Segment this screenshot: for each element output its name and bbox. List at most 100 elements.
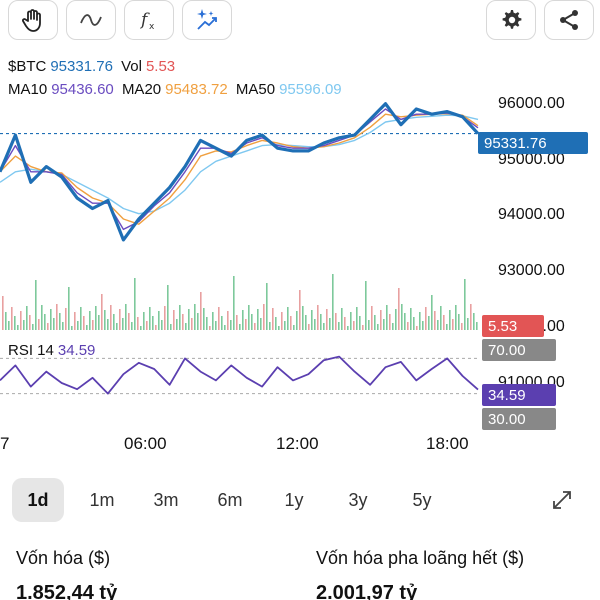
- volume-bar: [5, 312, 7, 330]
- volume-bar: [359, 316, 361, 330]
- price-axis-tick: 96000.00: [498, 95, 565, 112]
- volume-bar: [311, 310, 313, 330]
- volume-bar: [170, 324, 172, 330]
- time-axis-tick: 18:00: [426, 434, 469, 453]
- volume-bar: [362, 325, 364, 330]
- volume-bar: [41, 305, 43, 330]
- volume-bar: [380, 310, 382, 330]
- volume-bar: [257, 309, 259, 330]
- timeframe-1y[interactable]: 1y: [284, 489, 304, 510]
- timeframe-3y[interactable]: 3y: [348, 489, 368, 510]
- timeframe-6m[interactable]: 6m: [217, 489, 243, 510]
- ma50-line: [0, 114, 479, 215]
- volume-bar: [146, 321, 148, 330]
- volume-bar: [113, 314, 115, 330]
- volume-bar: [137, 317, 139, 330]
- volume-bar: [14, 316, 16, 330]
- volume-bar: [287, 307, 289, 330]
- volume-bar: [275, 317, 277, 330]
- rsi-value-tag: 34.59: [482, 384, 556, 406]
- volume-bar: [182, 314, 184, 330]
- expand-chart-button[interactable]: [536, 478, 588, 522]
- price-axis-tick: 94000.00: [498, 206, 565, 223]
- volume-bar: [347, 326, 349, 330]
- volume-bar: [473, 313, 475, 330]
- volume-bar: [116, 323, 118, 330]
- legend-ma20-label: MA20: [121, 81, 162, 98]
- share-button[interactable]: [544, 0, 594, 40]
- timeframe-3m[interactable]: 3m: [153, 489, 179, 510]
- volume-bar: [50, 309, 52, 330]
- volume-bar: [314, 319, 316, 330]
- svg-text:f: f: [139, 10, 150, 30]
- time-axis-tick: 7: [0, 434, 10, 453]
- volume-bar: [47, 323, 49, 330]
- volume-bar: [251, 314, 253, 330]
- volume-bar: [62, 322, 64, 330]
- legend-ma50-label: MA50: [235, 81, 276, 98]
- volume-bar: [95, 306, 97, 330]
- volume-bar: [128, 313, 130, 330]
- volume-bar: [377, 324, 379, 330]
- price-line: [0, 102, 480, 242]
- ma20-line: [0, 112, 479, 225]
- timeframe-1m[interactable]: 1m: [89, 489, 115, 510]
- chart-canvas[interactable]: [0, 48, 600, 460]
- rsi-30-tag: 30.00: [482, 408, 556, 430]
- volume-bar: [431, 295, 433, 330]
- volume-bar: [122, 318, 124, 330]
- volume-bar: [458, 314, 460, 330]
- line-tool-button[interactable]: [66, 0, 116, 40]
- legend-ma-row: MA10 95436.60 MA20 95483.72 MA50 95596.09: [8, 81, 346, 98]
- sparkle-chart-icon: [197, 9, 217, 30]
- volume-bar: [233, 276, 235, 330]
- hand-icon: [22, 9, 41, 32]
- volume-bar: [32, 324, 34, 330]
- volume-bar: [353, 321, 355, 330]
- volume-bar: [329, 318, 331, 330]
- legend-ma10-value: 95436.60: [51, 81, 114, 98]
- legend-price: 95331.76: [50, 58, 113, 75]
- volume-bar: [68, 287, 70, 330]
- volume-bar: [374, 315, 376, 330]
- time-axis-tick: 12:00: [276, 434, 319, 453]
- volume-bar: [461, 323, 463, 330]
- volume-bar: [416, 326, 418, 330]
- volume-bar: [206, 317, 208, 330]
- price-chart[interactable]: $BTC 95331.76 Vol 5.53 MA10 95436.60 MA20 95…: [0, 48, 600, 460]
- volume-bar: [404, 313, 406, 330]
- volume-bar: [338, 322, 340, 330]
- volume-bar: [185, 323, 187, 330]
- volume-bar: [335, 313, 337, 330]
- volume-bar: [323, 323, 325, 330]
- volume-bar: [179, 305, 181, 330]
- hand-tool-button[interactable]: [8, 0, 58, 40]
- volume-bar: [65, 308, 67, 330]
- settings-button[interactable]: [486, 0, 536, 40]
- rsi-70-tag: 70.00: [482, 339, 556, 361]
- volume-bar: [365, 281, 367, 330]
- volume-bar: [209, 326, 211, 330]
- volume-bar: [101, 294, 103, 330]
- volume-bar: [281, 312, 283, 330]
- volume-bar: [218, 307, 220, 330]
- volume-bar: [236, 315, 238, 330]
- volume-bar: [455, 305, 457, 330]
- fdv-value: 2.001,97 tỷ: [316, 582, 418, 600]
- volume-bar: [344, 317, 346, 330]
- timeframe-5y[interactable]: 5y: [412, 489, 432, 510]
- volume-bar: [452, 319, 454, 330]
- expand-icon: [553, 491, 571, 509]
- share-icon: [560, 10, 578, 30]
- formula-button[interactable]: f x: [124, 0, 174, 40]
- volume-bar: [2, 296, 4, 330]
- market-cap-label: Vốn hóa ($): [16, 548, 111, 568]
- volume-bar: [173, 310, 175, 330]
- volume-bar: [194, 304, 196, 330]
- volume-bar: [272, 308, 274, 330]
- volume-bar: [56, 304, 58, 330]
- volume-bar: [227, 311, 229, 330]
- ai-insight-button[interactable]: [182, 0, 232, 40]
- volume-bar: [401, 304, 403, 330]
- timeframe-1d[interactable]: 1d: [12, 478, 64, 522]
